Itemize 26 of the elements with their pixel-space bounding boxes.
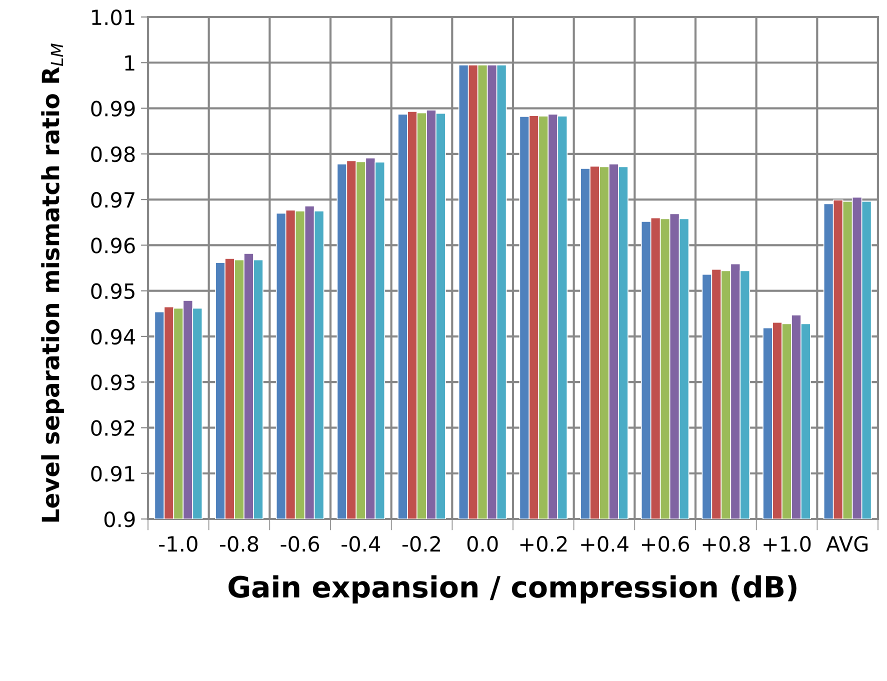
y-tick-label: 0.98 xyxy=(91,146,135,162)
x-tick-label: -0.2 xyxy=(402,536,440,552)
y-tick-label: 0.95 xyxy=(91,283,134,300)
x-tick-label: 0.0 xyxy=(467,536,498,552)
x-tick-label: -1.0 xyxy=(159,536,198,552)
x-tick-label: AVG xyxy=(826,536,868,552)
y-tick-label: 0.93 xyxy=(91,374,135,390)
y-tick-label: 0.9 xyxy=(104,511,135,528)
x-tick-label: -0.8 xyxy=(220,536,258,552)
y-tick-label: 0.96 xyxy=(91,238,135,254)
y-tick-label: 0.91 xyxy=(91,466,134,482)
x-tick-label: +0.8 xyxy=(702,536,750,552)
y-tick-label: 0.92 xyxy=(91,420,134,436)
y-tick-label: 0.97 xyxy=(91,192,134,208)
y-tick-label: 0.99 xyxy=(91,100,135,116)
y-tick-label: 1 xyxy=(125,55,134,71)
x-tick-label: +0.6 xyxy=(642,536,690,552)
y-tick-label: 0.94 xyxy=(91,328,136,345)
x-tick-label: +0.4 xyxy=(581,536,628,552)
x-axis-title: Gain expansion / compression (dB) xyxy=(228,575,796,604)
x-tick-label: -0.6 xyxy=(280,536,320,552)
x-tick-label: +1.0 xyxy=(764,536,811,552)
y-tick-label: 1.01 xyxy=(92,9,134,26)
x-tick-label: -0.4 xyxy=(342,536,380,552)
x-tick-label: +0.2 xyxy=(520,536,567,552)
y-axis-title: Level separation mismatch ratio R$_{LM}$ xyxy=(41,43,64,522)
